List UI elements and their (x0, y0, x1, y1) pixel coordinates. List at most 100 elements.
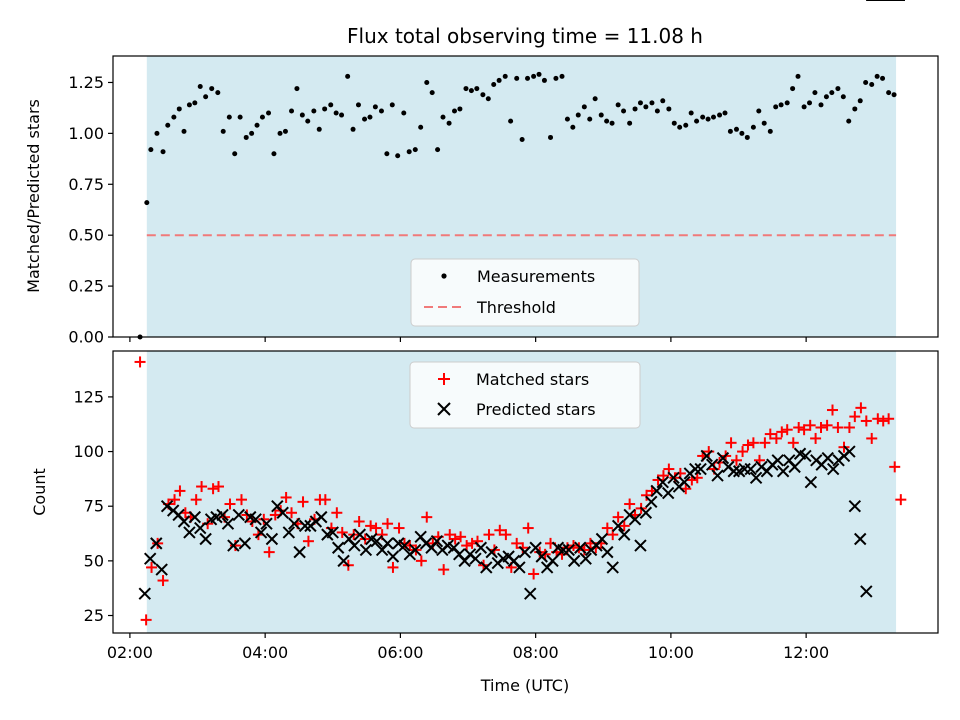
measurement-point (784, 100, 790, 106)
measurement-point (401, 110, 407, 116)
matched-star-point (365, 520, 377, 532)
count-plot-frame (112, 350, 939, 634)
matched-star-point (229, 540, 241, 552)
matched-star-point (500, 529, 512, 541)
predicted-star-point (843, 445, 856, 458)
predicted-star-point (557, 543, 570, 557)
predicted-star-point (854, 532, 867, 546)
measurement-point (294, 86, 300, 92)
measurement-point (852, 106, 858, 112)
measurement-point (203, 94, 209, 100)
flux-plot-frame (112, 55, 939, 338)
matched-star-point (624, 498, 636, 510)
measurement-point (891, 92, 897, 98)
measurement-point (148, 147, 154, 153)
predicted-star-point (348, 539, 361, 552)
matched-star-point (319, 494, 331, 506)
measurement-point (254, 122, 260, 128)
predicted-star-point (480, 561, 493, 574)
measurement-point (271, 151, 277, 157)
matched-star-point (522, 522, 534, 534)
predicted-star-point (826, 462, 840, 476)
measurement-point (474, 86, 480, 92)
measurement-point (171, 114, 177, 120)
measurement-point (835, 86, 841, 92)
measurement-point (643, 104, 649, 110)
predicted-star-point (143, 552, 157, 565)
measurement-point (316, 126, 322, 132)
measurement-point (362, 116, 368, 122)
measurement-point (508, 118, 514, 124)
predicted-star-point (513, 561, 526, 574)
measurement-point (491, 82, 497, 88)
star-count-points (134, 0, 907, 626)
predicted-star-point (227, 539, 240, 552)
predicted-star-point (188, 510, 202, 524)
predicted-star-point (337, 554, 350, 568)
matched-star-point (747, 437, 759, 449)
measurement-point (232, 151, 238, 157)
measurement-point (649, 100, 655, 106)
measurement-point (598, 112, 604, 118)
predicted-star-point (265, 532, 279, 546)
count-x-tick-label: 06:00 (377, 643, 423, 662)
predicted-star-point (645, 495, 658, 509)
matched-star-point (393, 522, 405, 534)
measurement-point (671, 120, 677, 126)
matched-star-point (528, 568, 540, 580)
predicted-star-point (678, 475, 691, 489)
matched-star-point (336, 526, 348, 538)
predicted-star-point (386, 550, 400, 563)
legend-predicted-marker (437, 402, 451, 416)
count-y-axis-ticks: 25 50 75 100 125 (73, 387, 113, 625)
measurement-point (226, 114, 232, 120)
matched-star-point (860, 415, 872, 427)
measurement-point (627, 120, 633, 126)
matched-star-point (832, 422, 844, 434)
measurement-point (355, 102, 361, 108)
flux-y-tick-label: 0.75 (68, 175, 104, 194)
matched-star-point (134, 356, 146, 368)
predicted-star-point (744, 462, 757, 476)
predicted-star-point (661, 486, 675, 500)
matched-star-point (877, 415, 889, 427)
measurement-point (372, 104, 378, 110)
matched-star-point (872, 413, 884, 425)
measurement-point (812, 90, 818, 96)
matched-star-point (793, 422, 805, 434)
matched-star-point (827, 404, 839, 416)
measurement-point (548, 134, 554, 140)
measurement-point (632, 106, 638, 112)
measurement-point (299, 112, 305, 118)
measurement-point (429, 90, 435, 96)
measurement-point (186, 102, 192, 108)
predicted-star-point (711, 469, 724, 482)
measurement-point (654, 108, 660, 114)
measurement-point (694, 118, 700, 124)
measurement-point (705, 116, 711, 122)
measurement-point (818, 102, 824, 108)
predicted-star-point (150, 537, 163, 550)
predicted-star-point (260, 517, 273, 530)
predicted-star-point (331, 541, 345, 554)
predicted-star-point (160, 500, 174, 513)
flux-y-tick-label: 0.25 (68, 277, 104, 296)
matched-star-point (258, 513, 270, 525)
measurement-point (463, 86, 469, 92)
matched-star-point (855, 402, 867, 414)
predicted-star-point (727, 465, 740, 478)
predicted-star-point (595, 532, 609, 546)
legend-predicted-label: Predicted stars (476, 400, 596, 419)
matched-star-point (235, 494, 247, 506)
measurement-point (536, 71, 542, 77)
matched-star-point (889, 461, 901, 473)
measurement-point (220, 128, 226, 134)
matched-star-point (455, 531, 467, 543)
measurement-point (700, 114, 706, 120)
matched-star-point (849, 411, 861, 423)
measurement-point (727, 128, 733, 134)
predicted-star-point (524, 587, 537, 600)
predicted-star-point (430, 534, 444, 548)
flux-chart-title: Flux total observing time = 11.08 h (347, 24, 703, 48)
matched-star-point (883, 413, 895, 425)
